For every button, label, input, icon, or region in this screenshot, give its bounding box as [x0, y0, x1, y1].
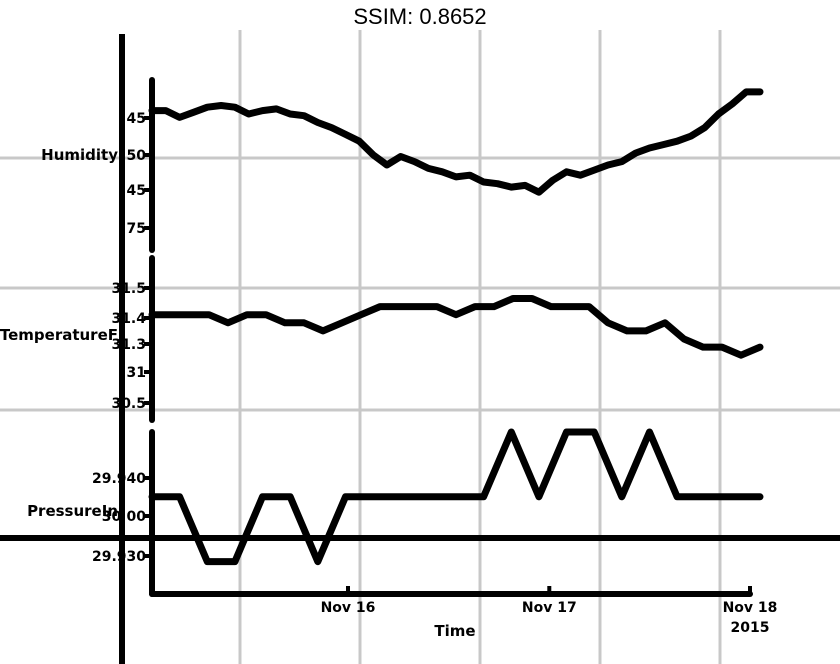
- xtick-label-2-sub: 2015: [731, 620, 770, 636]
- grid-lines: [0, 30, 840, 664]
- ylabel-temperature: TemperatureF: [0, 326, 118, 344]
- ytick-label-temperature-3: 31: [127, 365, 146, 381]
- axis-labels: 45 50 45 75 Humidity 31.5 31.4 31.3 31 30.5 Temper…: [0, 111, 777, 640]
- xtick-label-2: Nov 18: [723, 600, 778, 616]
- ytick-label-humidity-2: 45: [127, 183, 146, 199]
- axes: [0, 34, 840, 664]
- ytick-label-temperature-2: 31.3: [111, 337, 146, 353]
- series-line-temperature: [148, 295, 764, 359]
- chart-title: SSIM: 0.8652: [353, 4, 487, 29]
- ytick-label-pressure-2: 29.930: [92, 549, 146, 565]
- series-line-pressure: [148, 428, 764, 566]
- series-lines: [148, 88, 764, 566]
- ytick-label-pressure-1: 30.00: [102, 509, 147, 525]
- ylabel-pressure: PressureIn: [27, 502, 118, 520]
- xtick-label-1: Nov 17: [522, 600, 577, 616]
- ytick-label-humidity-1: 50: [127, 148, 147, 164]
- series-line-humidity: [148, 88, 764, 196]
- xlabel: Time: [434, 622, 475, 640]
- ytick-label-pressure-0: 29.940: [92, 471, 146, 487]
- ylabel-humidity: Humidity: [41, 146, 118, 164]
- xtick-label-0: Nov 16: [321, 600, 376, 616]
- ytick-label-temperature-1: 31.4: [111, 311, 146, 327]
- ytick-label-temperature-0: 31.5: [111, 281, 146, 297]
- ytick-label-temperature-4: 30.5: [111, 396, 146, 412]
- ytick-label-humidity-0: 45: [127, 111, 146, 127]
- ytick-label-humidity-3: 75: [127, 221, 146, 237]
